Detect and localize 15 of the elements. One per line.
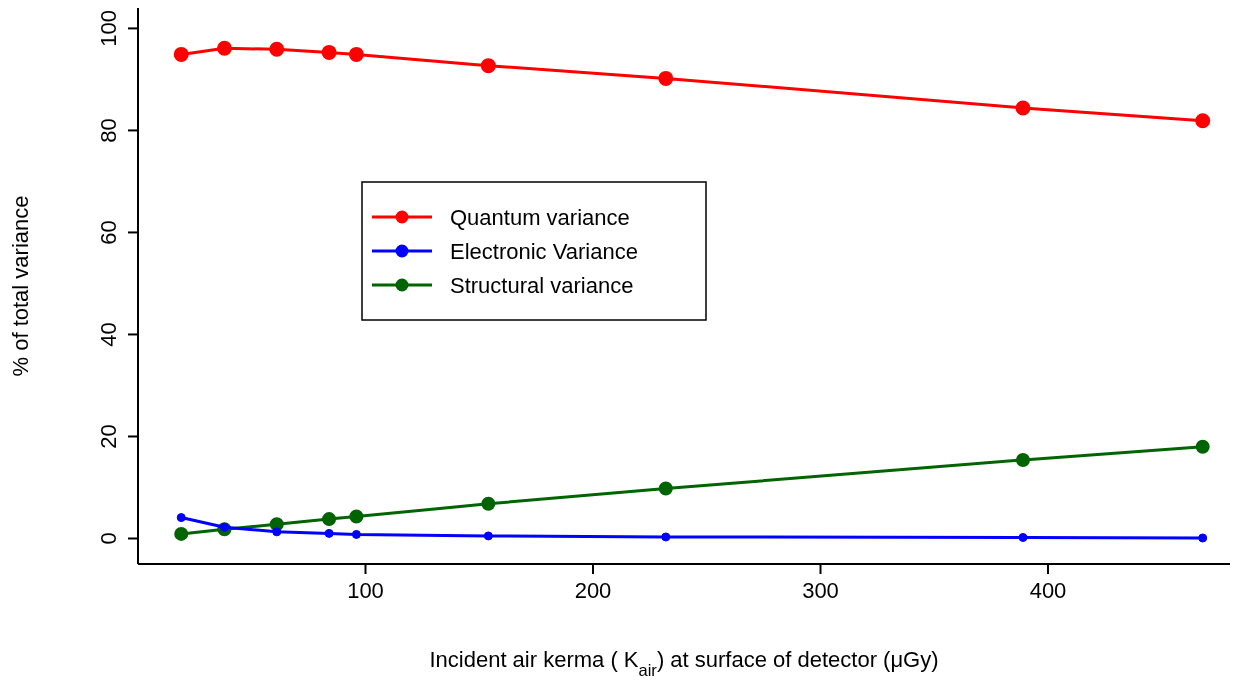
- y-tick-label: 60: [96, 220, 121, 245]
- legend-label: Structural variance: [450, 273, 634, 298]
- y-tick-label: 40: [96, 322, 121, 347]
- legend-label: Quantum variance: [450, 205, 630, 230]
- y-axis-title: % of total variance: [8, 195, 33, 377]
- y-tick-label: 0: [96, 532, 121, 545]
- x-tick-label: 300: [802, 578, 839, 603]
- x-tick-label: 100: [347, 578, 384, 603]
- legend-label: Electronic Variance: [450, 239, 638, 264]
- x-axis-title: Incident air kerma ( K$_{air}$) at surface of detector (μGy): [429, 647, 939, 679]
- x-tick-label: 400: [1029, 578, 1067, 603]
- y-tick-label: 100: [96, 10, 121, 47]
- y-tick-label: 80: [96, 118, 121, 143]
- y-tick-label: 20: [96, 424, 121, 449]
- x-tick-label: 200: [574, 578, 612, 603]
